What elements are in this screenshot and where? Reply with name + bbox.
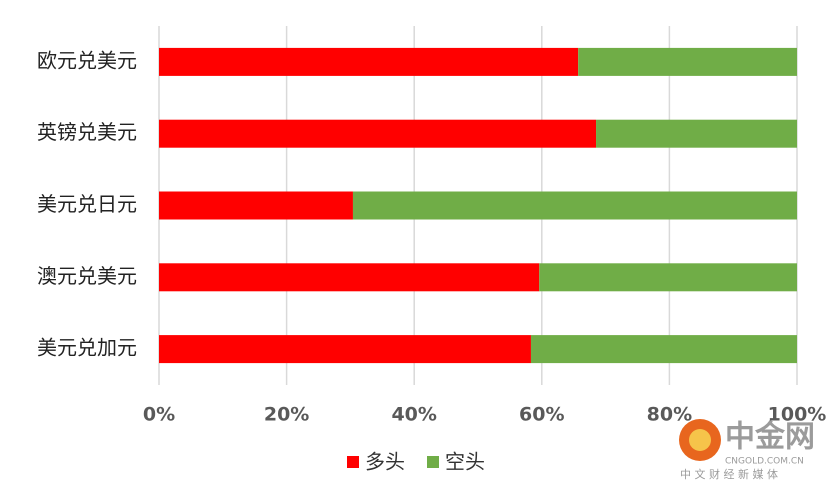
bar bbox=[539, 263, 797, 292]
bar bbox=[596, 119, 797, 148]
watermark: 中金网 CNGOLD.COM.CN 中 文 财 经 新 媒 体 bbox=[679, 419, 815, 481]
x-tick-label: 20% bbox=[264, 404, 309, 426]
bar bbox=[530, 335, 797, 364]
y-tick-label: 澳元兑美元 bbox=[37, 264, 137, 288]
x-tick-label: 40% bbox=[391, 404, 436, 426]
watermark-url: CNGOLD.COM.CN bbox=[725, 457, 804, 467]
bar bbox=[159, 119, 597, 148]
logo-inner bbox=[689, 429, 711, 451]
bar bbox=[352, 191, 797, 220]
bar bbox=[578, 47, 797, 76]
y-tick-label: 英镑兑美元 bbox=[37, 120, 137, 144]
watermark-name: 中金网 bbox=[725, 420, 815, 455]
legend-swatch bbox=[347, 456, 359, 468]
x-tick-label: 60% bbox=[519, 404, 564, 426]
y-tick-label: 美元兑日元 bbox=[37, 192, 137, 216]
x-tick-label: 100% bbox=[768, 404, 827, 426]
bar bbox=[159, 335, 531, 364]
y-tick-label: 美元兑加元 bbox=[37, 336, 137, 360]
bar bbox=[159, 191, 353, 220]
x-tick-label: 80% bbox=[647, 404, 692, 426]
legend-swatch bbox=[427, 456, 439, 468]
legend-label: 多头 bbox=[365, 450, 405, 474]
bar bbox=[159, 263, 540, 292]
bar bbox=[159, 47, 579, 76]
legend-label: 空头 bbox=[445, 450, 485, 474]
watermark-slogan: 中 文 财 经 新 媒 体 bbox=[680, 467, 778, 481]
y-tick-label: 欧元兑美元 bbox=[37, 48, 137, 72]
x-tick-label: 0% bbox=[143, 404, 175, 426]
